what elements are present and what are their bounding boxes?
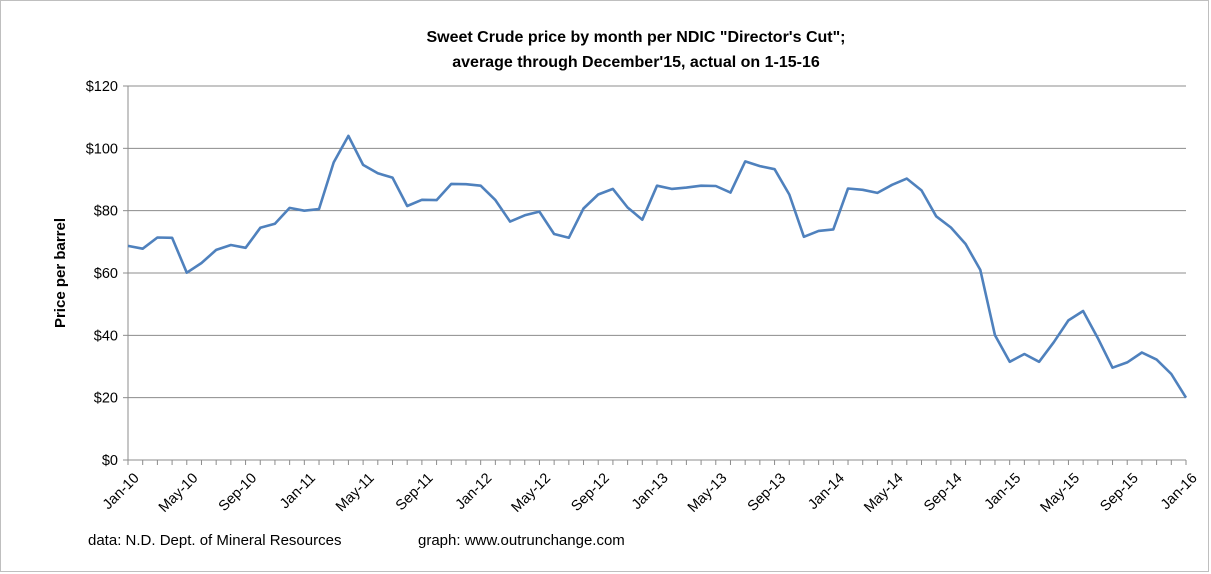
x-tick-label: Sep-15 xyxy=(1097,470,1141,514)
x-tick-label: May-13 xyxy=(685,470,731,516)
x-tick-labels: Jan-10 May-10 Sep-10 Jan-11 May-11 Sep-11 Jan-… xyxy=(100,470,1201,516)
x-tick-label: Sep-10 xyxy=(216,470,260,514)
y-tick-label: $60 xyxy=(94,266,118,282)
y-tick-label: $120 xyxy=(86,79,118,95)
chart-title-line-2: average through December'15, actual on 1… xyxy=(452,54,820,71)
gridlines xyxy=(123,85,1186,461)
x-tick-label: May-12 xyxy=(509,470,555,516)
x-tick-label: Jan-16 xyxy=(1158,470,1201,513)
x-tick-label: Jan-11 xyxy=(277,470,319,512)
data-source-note: data: N.D. Dept. of Mineral Resources xyxy=(88,532,341,549)
x-tick-label: May-14 xyxy=(861,470,907,516)
x-tick-label: Jan-13 xyxy=(629,470,672,513)
x-tick-label: May-15 xyxy=(1038,470,1084,516)
series-layer xyxy=(127,134,1188,399)
chart-title-line-1: Sweet Crude price by month per NDIC "Dir… xyxy=(426,29,845,46)
x-tick-label: Jan-10 xyxy=(100,470,143,513)
y-tick-labels: $0 $20 $40 $60 $80 $100 $120 xyxy=(86,79,118,469)
series-line-0 xyxy=(127,134,1188,399)
x-tick-label: Jan-15 xyxy=(982,470,1025,513)
y-tick-label: $0 xyxy=(102,453,118,469)
x-tick-label: Sep-13 xyxy=(745,470,789,514)
graph-credit-note: graph: www.outrunchange.com xyxy=(418,532,625,549)
axes xyxy=(127,86,1187,465)
x-tick-label: Sep-11 xyxy=(393,470,437,514)
x-tick-label: Sep-14 xyxy=(921,470,965,514)
y-tick-label: $40 xyxy=(94,328,118,344)
x-tick-label: Sep-12 xyxy=(568,470,612,514)
x-tick-label: May-10 xyxy=(156,470,202,516)
x-tick-label: Jan-12 xyxy=(453,470,496,513)
x-tick-label: Jan-14 xyxy=(805,470,848,513)
y-tick-label: $100 xyxy=(86,141,118,157)
y-tick-label: $20 xyxy=(94,391,118,407)
y-tick-label: $80 xyxy=(94,204,118,220)
x-tick-label: May-11 xyxy=(333,470,378,515)
y-axis-title: Price per barrel xyxy=(52,218,69,328)
